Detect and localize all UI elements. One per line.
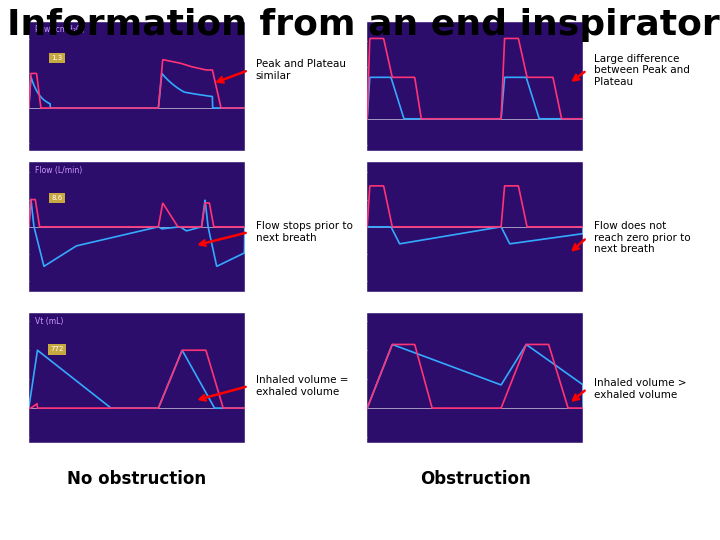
Text: Paw (cmH₂O): Paw (cmH₂O)	[35, 25, 85, 35]
Text: Inhaled volume >
exhaled volume: Inhaled volume > exhaled volume	[594, 378, 686, 400]
Text: Flow stops prior to
next breath: Flow stops prior to next breath	[256, 221, 353, 243]
Text: No obstruction: No obstruction	[67, 470, 207, 488]
Text: Flow does not
reach zero prior to
next breath: Flow does not reach zero prior to next b…	[594, 221, 690, 254]
Text: Obstruction: Obstruction	[420, 470, 531, 488]
Text: 8.6: 8.6	[51, 195, 63, 201]
Text: Vt (mL): Vt (mL)	[35, 317, 63, 326]
Text: Peak and Plateau
similar: Peak and Plateau similar	[256, 59, 346, 81]
Text: Flow (L/min): Flow (L/min)	[35, 166, 83, 175]
Text: Information from an end inspiratory pause: Information from an end inspiratory paus…	[7, 8, 720, 42]
Text: Inhaled volume =
exhaled volume: Inhaled volume = exhaled volume	[256, 375, 348, 397]
Text: Large difference
between Peak and
Plateau: Large difference between Peak and Platea…	[594, 53, 690, 87]
Text: 772: 772	[50, 347, 63, 353]
Text: 1.3: 1.3	[51, 55, 63, 61]
